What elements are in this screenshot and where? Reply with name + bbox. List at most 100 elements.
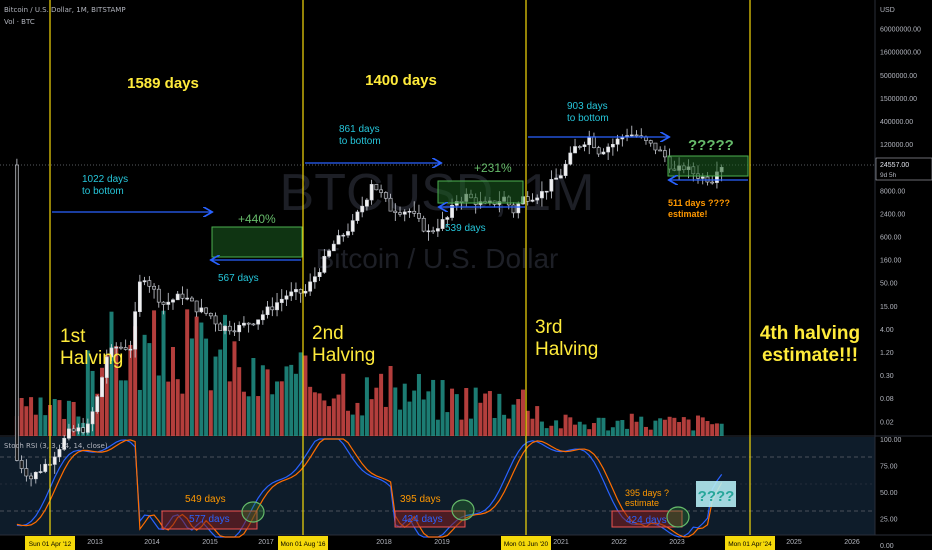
volume-bar: [374, 387, 379, 436]
volume-bar: [265, 369, 270, 436]
volume-bar: [473, 387, 478, 436]
candle-body: [67, 428, 71, 439]
candle-body: [610, 144, 615, 148]
halving-date-label: Mon 01 Aug '16: [281, 541, 326, 548]
candle-body: [147, 280, 152, 287]
candle-body: [208, 312, 213, 317]
volume-bar: [142, 334, 147, 436]
price-tick: 8000.00: [880, 188, 905, 195]
candle-body: [237, 324, 242, 333]
rsi-d-line: [16, 438, 723, 538]
volume-bar: [284, 366, 289, 436]
candle-body: [435, 228, 440, 232]
candle-body: [76, 427, 81, 432]
current-price-badge: [875, 157, 932, 181]
volume-bar: [133, 326, 138, 436]
volume-bar: [85, 350, 90, 436]
volume-bar: [303, 355, 308, 436]
candle-body: [398, 212, 402, 215]
price-tick: 50.00: [880, 281, 898, 288]
candle-body: [402, 211, 407, 215]
candle-body: [350, 220, 355, 232]
volume-bar: [24, 406, 29, 436]
volume-bar: [393, 387, 398, 436]
candle-body: [308, 281, 313, 292]
time-tick: 2022: [611, 539, 627, 546]
candle-body: [312, 276, 317, 283]
time-tick: 2021: [553, 539, 569, 546]
candle-body: [109, 347, 114, 358]
candle-body: [421, 217, 426, 232]
candle-body: [558, 175, 563, 179]
volume-bar: [204, 338, 209, 436]
rsi-tick: 25.00: [880, 517, 898, 524]
volume-bar: [364, 377, 369, 436]
volume-bar: [355, 402, 360, 436]
volume-bar: [487, 391, 492, 436]
volume-bar: [170, 347, 175, 436]
volume-bar: [648, 429, 653, 436]
rsi-k-line: [16, 438, 723, 538]
to-bottom-label-2: 861 days to bottom: [339, 124, 381, 147]
price-tick: 2400.00: [880, 211, 905, 218]
candle-body: [634, 134, 639, 137]
candle-body: [327, 250, 331, 257]
volume-bar: [672, 417, 677, 436]
volume-bar: [582, 424, 587, 436]
price-tick: 15.00: [880, 304, 898, 311]
volume-bar: [662, 419, 667, 436]
candle-body: [119, 346, 123, 349]
volume-bar: [350, 414, 355, 436]
volume-bar: [227, 381, 232, 436]
volume-bar: [398, 409, 403, 436]
price-tick: 0.08: [880, 396, 894, 403]
rsi-days-6: 424 days: [626, 515, 667, 526]
halving-date-label: Mon 01 Apr '24: [728, 541, 772, 548]
price-tick: 600.00: [880, 235, 902, 242]
volume-bar: [525, 410, 530, 436]
volume-bar: [681, 417, 686, 436]
cycle-days-2: 1400 days: [365, 72, 437, 89]
volume-bar: [686, 419, 691, 436]
halving-date-label: Sun 01 Apr '12: [29, 541, 72, 548]
volume-bar: [331, 398, 336, 436]
candle-body: [615, 138, 620, 145]
candle-body: [185, 297, 190, 300]
volume-bar: [606, 430, 611, 436]
candle-body: [544, 190, 549, 193]
range-box-1: [211, 226, 303, 258]
volume-bar: [322, 400, 327, 436]
candle-body: [374, 184, 379, 191]
price-tick: 400000.00: [880, 119, 913, 126]
candle-body: [43, 463, 48, 472]
halving-label-3: 3rd Halving: [535, 317, 598, 360]
candle-body: [152, 285, 156, 290]
volume-bar: [658, 418, 663, 436]
watermark-name: Bitcoin / U.S. Dollar: [316, 243, 559, 274]
volume-bar: [459, 419, 464, 436]
volume-bar: [596, 417, 601, 436]
current-price: 24557.00: [880, 162, 909, 169]
to-bottom-label-1: 1022 days to bottom: [82, 174, 128, 197]
halving-label-2: 2nd Halving: [312, 323, 375, 366]
candle-body: [341, 234, 346, 237]
volume-bar: [100, 367, 105, 436]
volume-bar: [710, 424, 715, 436]
rsi-tick: 100.00: [880, 437, 902, 444]
candle-body: [540, 191, 544, 199]
volume-bar: [379, 373, 384, 436]
volume-bar: [696, 415, 701, 436]
volume-bar: [293, 373, 298, 436]
halving-date-badge: [25, 536, 75, 550]
candle-body: [175, 293, 180, 301]
candle-body: [29, 475, 33, 480]
candle-body: [360, 205, 365, 213]
price-tick: 60000000.00: [880, 27, 921, 34]
volume-bar: [289, 364, 294, 436]
candle-body: [38, 471, 43, 473]
candle-body: [648, 140, 653, 144]
candle-body: [142, 280, 147, 283]
candle-body: [322, 255, 327, 273]
candle-body: [204, 307, 208, 314]
volume-bar: [568, 417, 573, 436]
